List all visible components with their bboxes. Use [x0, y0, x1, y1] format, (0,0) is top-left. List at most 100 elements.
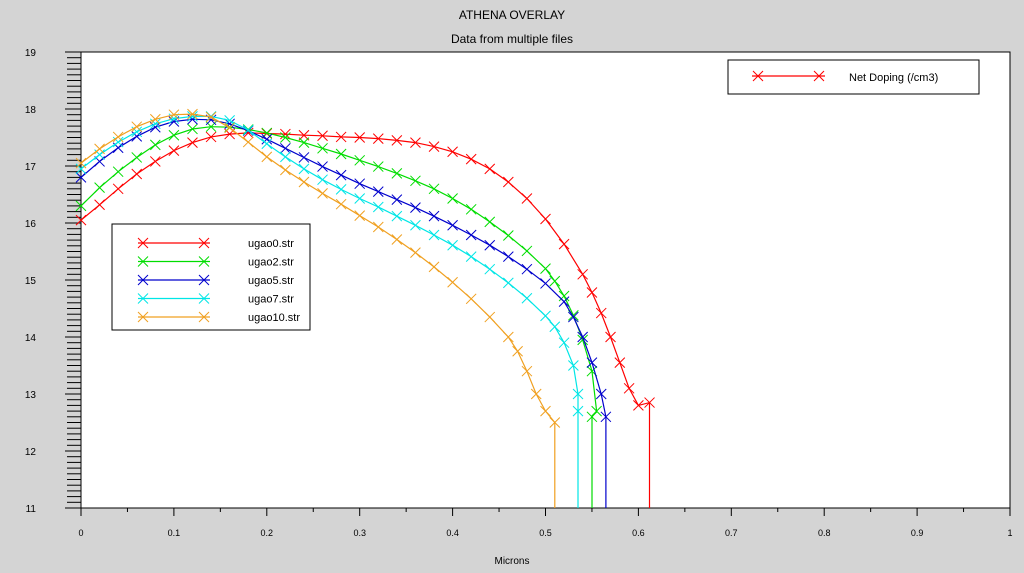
data-point: [502, 251, 514, 262]
data-point: [428, 261, 440, 273]
data-point: [261, 133, 273, 145]
data-point: [572, 388, 584, 400]
y-tick-label: 11: [26, 504, 37, 515]
legend-marker: [137, 311, 149, 323]
data-point: [521, 193, 533, 204]
data-point: [391, 194, 403, 205]
data-point: [372, 133, 384, 144]
y-tick-label: 15: [25, 276, 37, 287]
data-point: [131, 152, 143, 163]
data-point: [372, 221, 384, 233]
data-point: [112, 131, 124, 143]
data-point: [521, 292, 533, 304]
data-point: [644, 397, 655, 408]
x-tick-label: 1: [1007, 528, 1012, 538]
legend-marker: [198, 237, 210, 249]
data-point: [410, 175, 421, 187]
data-point: [317, 130, 328, 142]
data-point: [335, 131, 347, 143]
x-tick-label: 0.8: [818, 528, 831, 538]
data-point: [298, 129, 310, 141]
data-point: [465, 293, 477, 305]
data-point: [605, 331, 616, 343]
data-point: [447, 276, 458, 288]
data-point: [391, 134, 403, 146]
data-point: [372, 161, 384, 172]
x-tick-label: 0.5: [539, 528, 552, 538]
data-point: [280, 151, 291, 163]
data-point: [572, 405, 584, 417]
chart-title: ATHENA OVERLAY: [458, 8, 566, 22]
data-point: [187, 111, 198, 122]
data-point: [512, 345, 523, 357]
data-point: [600, 411, 612, 423]
data-point: [298, 176, 310, 188]
data-point: [410, 137, 421, 148]
data-point: [558, 337, 570, 349]
data-point: [410, 202, 421, 213]
quantity-legend-box: [727, 59, 980, 95]
legend-label-4: ugao10.str: [248, 312, 300, 324]
legend-marker: [198, 256, 210, 267]
data-point: [484, 239, 496, 251]
legend-label-2: ugao5.str: [248, 275, 294, 287]
data-point: [372, 201, 384, 213]
data-point: [540, 278, 551, 289]
data-point: [94, 199, 105, 211]
data-point: [540, 405, 551, 417]
data-point: [465, 153, 477, 165]
data-point: [447, 239, 458, 251]
legend-marker: [137, 256, 149, 267]
legend-marker: [137, 237, 149, 249]
data-point: [298, 137, 310, 148]
data-point: [75, 172, 87, 183]
data-point: [317, 161, 328, 172]
legend-label-3: ugao7.str: [248, 294, 294, 306]
data-point: [149, 156, 161, 167]
legend-marker: [137, 274, 149, 286]
data-point: [149, 113, 161, 125]
data-point: [549, 417, 561, 428]
data-point: [484, 163, 496, 175]
x-tick-label: 0: [78, 528, 83, 538]
data-point: [558, 296, 570, 308]
data-point: [168, 145, 180, 156]
data-point: [465, 251, 477, 262]
data-point: [112, 183, 124, 195]
data-point: [112, 166, 124, 178]
data-point: [224, 118, 235, 130]
legend-marker: [137, 293, 149, 304]
y-tick-label: 13: [25, 390, 37, 401]
data-point: [633, 400, 644, 411]
x-tick-label: 0.2: [261, 528, 274, 538]
data-point: [75, 200, 87, 212]
data-point: [465, 229, 477, 241]
data-point: [280, 128, 291, 140]
data-point: [428, 229, 440, 241]
legend-label-0: ugao0.str: [248, 238, 294, 250]
data-point: [131, 168, 143, 180]
data-point: [549, 275, 561, 287]
data-point: [540, 213, 551, 225]
y-tick-label: 14: [25, 333, 37, 344]
data-point: [484, 263, 496, 275]
data-point: [205, 111, 217, 123]
data-point: [298, 163, 310, 175]
data-point: [317, 188, 328, 199]
data-point: [75, 163, 87, 175]
quantity-legend-marker: [813, 70, 825, 82]
data-point: [75, 214, 87, 226]
data-point: [354, 154, 366, 166]
data-point: [586, 287, 598, 298]
data-point: [168, 109, 180, 121]
data-point: [242, 136, 254, 148]
x-tick-label: 0.7: [725, 528, 738, 538]
data-point: [447, 146, 458, 158]
legend-label-1: ugao2.str: [248, 257, 294, 269]
data-point: [335, 148, 347, 160]
series-line-0: [80, 132, 651, 508]
data-point: [261, 138, 273, 150]
data-point: [447, 193, 458, 204]
data-point: [149, 121, 161, 133]
data-point: [354, 193, 366, 204]
